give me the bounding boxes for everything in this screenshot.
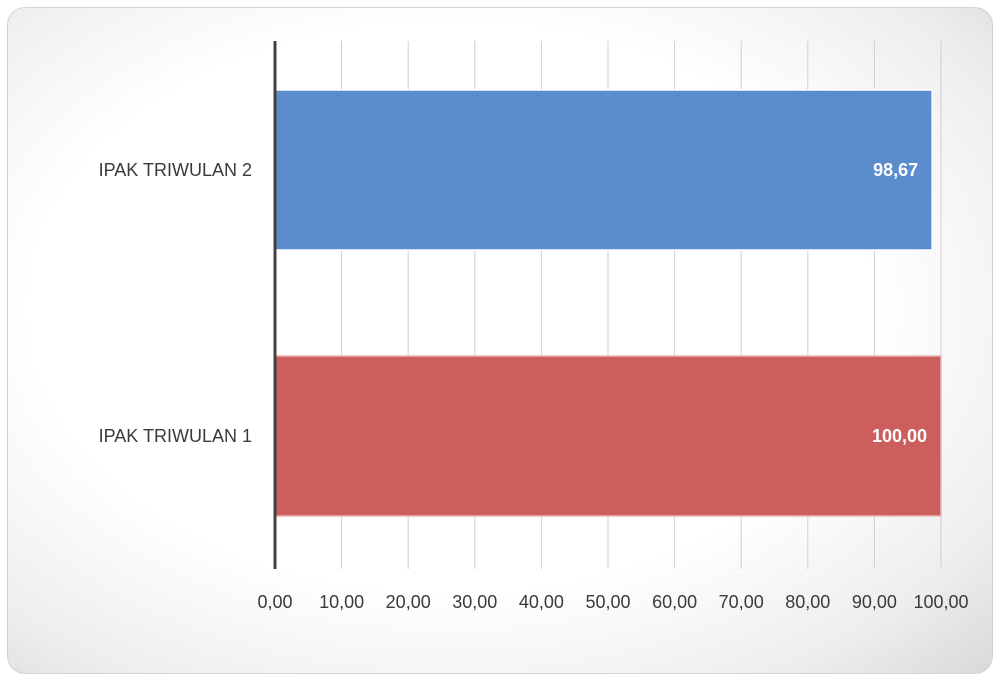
x-tick-label-6: 60,00 bbox=[652, 592, 697, 612]
x-tick-label-9: 90,00 bbox=[852, 592, 897, 612]
x-tick-labels: 0,00 10,00 20,00 30,00 40,00 50,00 60,00 70,00 8… bbox=[257, 592, 968, 612]
category-labels: IPAK TRIWULAN 2 IPAK TRIWULAN 1 bbox=[99, 160, 252, 446]
bar-1 bbox=[274, 89, 933, 251]
bar-chart: IPAK TRIWULAN 2 IPAK TRIWULAN 1 0,00 10,00… bbox=[99, 41, 969, 612]
x-tick-label-0: 0,00 bbox=[257, 592, 292, 612]
data-labels: 98,67 100,00 bbox=[872, 160, 927, 446]
x-tick-label-3: 30,00 bbox=[452, 592, 497, 612]
x-tick-label-10: 100,00 bbox=[913, 592, 968, 612]
data-label-2: 100,00 bbox=[872, 426, 927, 446]
category-label-1: IPAK TRIWULAN 2 bbox=[99, 160, 252, 180]
x-tick-label-1: 10,00 bbox=[319, 592, 364, 612]
bar-2 bbox=[274, 355, 942, 517]
x-tick-label-8: 80,00 bbox=[785, 592, 830, 612]
data-label-1: 98,67 bbox=[873, 160, 918, 180]
bars bbox=[274, 89, 942, 517]
x-tick-label-7: 70,00 bbox=[719, 592, 764, 612]
x-tick-label-5: 50,00 bbox=[585, 592, 630, 612]
chart-area: IPAK TRIWULAN 2 IPAK TRIWULAN 1 0,00 10,00… bbox=[7, 7, 993, 674]
x-tick-label-4: 40,00 bbox=[519, 592, 564, 612]
x-tick-label-2: 20,00 bbox=[386, 592, 431, 612]
category-label-2: IPAK TRIWULAN 1 bbox=[99, 426, 252, 446]
